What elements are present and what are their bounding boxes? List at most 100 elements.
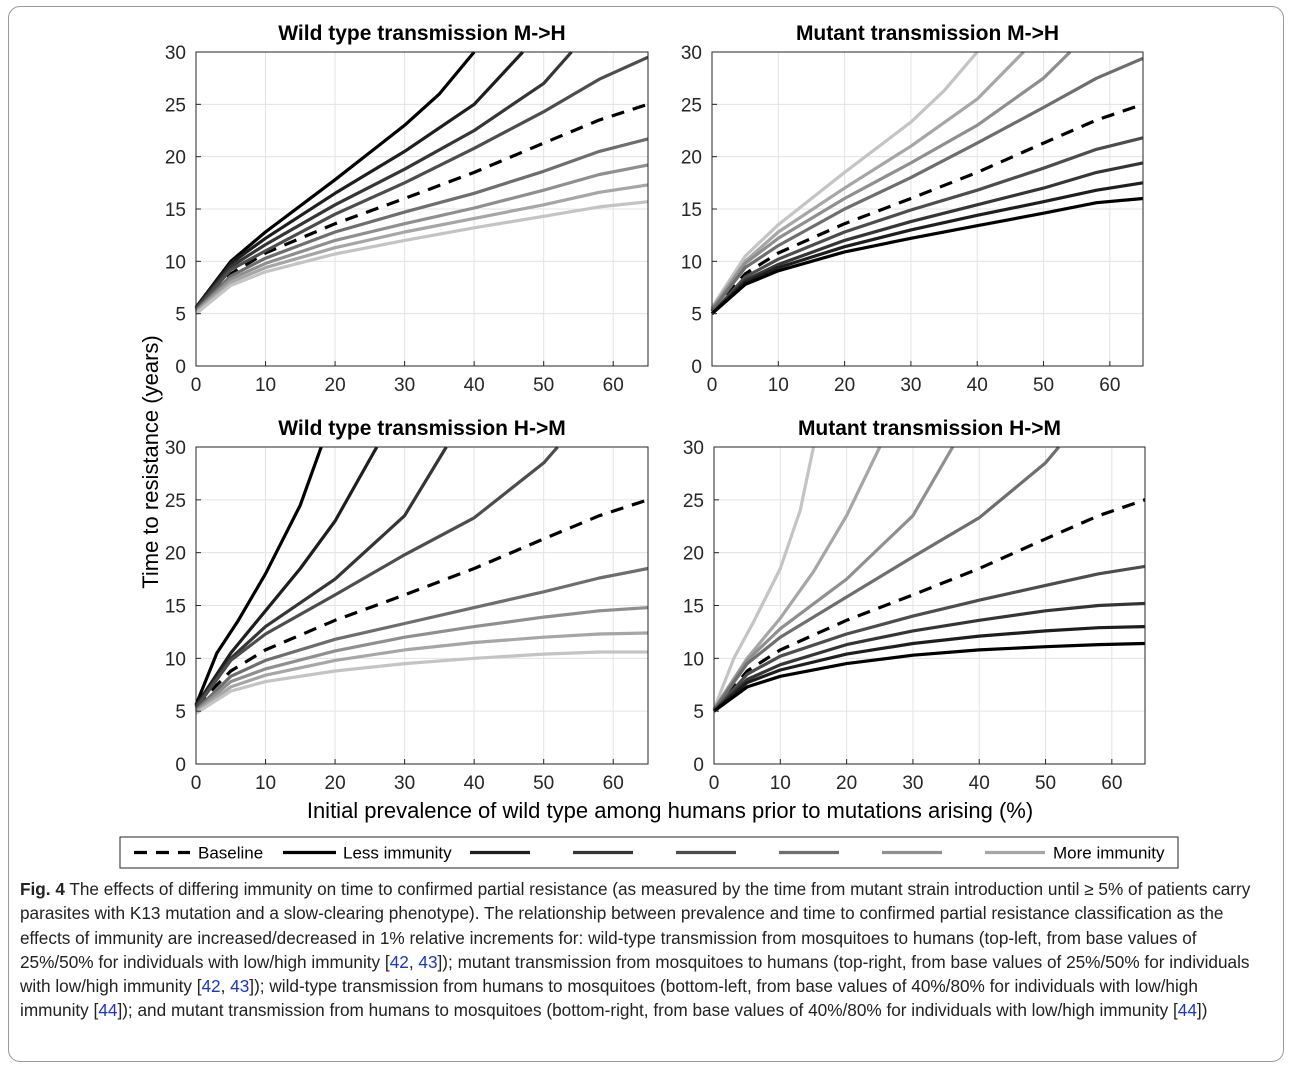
y-tick-label: 10 bbox=[683, 649, 704, 670]
x-tick-label: 40 bbox=[464, 375, 485, 396]
chart-panel-3: 0 10 20 30 40 50 60 0 5 10 15 20 25 30 Wild type trans… bbox=[165, 417, 649, 794]
series-line-2 bbox=[194, 50, 524, 309]
series-line-5 bbox=[712, 564, 1146, 713]
series-line-baseline bbox=[194, 102, 649, 310]
y-tick-label: 30 bbox=[681, 43, 702, 64]
series-line-5 bbox=[710, 136, 1144, 315]
series-line-5 bbox=[194, 137, 649, 312]
series-line-1 bbox=[194, 50, 476, 309]
y-tick-label: 20 bbox=[681, 148, 702, 169]
y-tick-label: 10 bbox=[681, 252, 702, 273]
y-tick-label: 25 bbox=[165, 95, 186, 116]
y-tick-label: 0 bbox=[693, 755, 704, 776]
x-tick-label: 30 bbox=[902, 773, 923, 794]
x-tick-label: 20 bbox=[836, 773, 857, 794]
series-line-3 bbox=[712, 446, 955, 711]
citation-link[interactable]: 42 bbox=[389, 951, 409, 972]
series-line-1 bbox=[712, 446, 816, 710]
x-tick-label: 20 bbox=[325, 773, 346, 794]
series-line-6 bbox=[710, 161, 1144, 315]
caption-text: ]); mutant transmission from mosquitoes … bbox=[20, 951, 1250, 997]
x-tick-label: 10 bbox=[768, 375, 789, 396]
series-line-8 bbox=[710, 196, 1144, 315]
x-tick-label: 60 bbox=[603, 773, 624, 794]
chart-panel-1: 0 10 20 30 40 50 60 0 5 10 15 20 25 30 Wild type trans… bbox=[165, 22, 649, 396]
y-tick-label: 15 bbox=[165, 200, 186, 221]
y-tick-label: 5 bbox=[175, 305, 186, 326]
caption-text: ]); and mutant transmission from humans … bbox=[117, 1000, 1178, 1021]
legend-label-7: More immunity bbox=[1053, 844, 1165, 863]
legend: Baseline Less immunity More immunity bbox=[119, 836, 1179, 869]
x-tick-label: 60 bbox=[603, 375, 624, 396]
series-line-6 bbox=[194, 606, 649, 713]
x-tick-label: 10 bbox=[255, 773, 276, 794]
citation-link[interactable]: 44 bbox=[1177, 1000, 1197, 1021]
y-tick-label: 20 bbox=[165, 544, 186, 565]
series-line-3 bbox=[194, 50, 573, 310]
series-line-4 bbox=[710, 56, 1144, 312]
panel-title: Wild type transmission M->H bbox=[278, 22, 565, 45]
citation-link[interactable]: 42 bbox=[201, 976, 221, 997]
x-tick-label: 0 bbox=[191, 375, 202, 396]
x-tick-label: 30 bbox=[900, 375, 921, 396]
x-tick-label: 50 bbox=[533, 773, 554, 794]
y-tick-label: 15 bbox=[681, 200, 702, 221]
shared-x-axis-label: Initial prevalence of wild type among hu… bbox=[307, 798, 1033, 823]
caption-text: ]); wild-type transmission from humans t… bbox=[20, 976, 1198, 1021]
series-line-1 bbox=[194, 446, 323, 706]
series-line-6 bbox=[194, 163, 649, 313]
x-tick-label: 0 bbox=[191, 773, 202, 794]
y-tick-label: 25 bbox=[681, 95, 702, 116]
x-tick-label: 0 bbox=[707, 375, 718, 396]
x-tick-label: 20 bbox=[325, 375, 346, 396]
y-tick-label: 5 bbox=[691, 305, 702, 326]
series-line-7 bbox=[712, 625, 1146, 713]
figure-caption: Fig. 4 The effects of differing immunity… bbox=[20, 877, 1270, 1023]
x-tick-label: 30 bbox=[394, 773, 415, 794]
figure-frame bbox=[8, 6, 1284, 1062]
series-line-baseline bbox=[194, 498, 649, 708]
x-tick-label: 30 bbox=[394, 375, 415, 396]
series-line-2 bbox=[194, 446, 379, 707]
citation-link[interactable]: 43 bbox=[418, 951, 438, 972]
x-tick-label: 40 bbox=[969, 773, 990, 794]
legend-label-1: Less immunity bbox=[343, 844, 452, 863]
x-tick-label: 50 bbox=[1035, 773, 1056, 794]
citation-link[interactable]: 44 bbox=[98, 1000, 118, 1021]
y-tick-label: 0 bbox=[175, 755, 186, 776]
caption-text: The effects of differing immunity on tim… bbox=[20, 879, 1251, 972]
x-tick-label: 50 bbox=[533, 375, 554, 396]
y-tick-label: 10 bbox=[165, 252, 186, 273]
y-tick-label: 10 bbox=[165, 649, 186, 670]
panel-title: Wild type transmission H->M bbox=[278, 417, 565, 440]
caption-text: , bbox=[220, 976, 231, 997]
chart-panel-2: 0 10 20 30 40 50 60 0 5 10 15 20 25 30 Mutant transmis… bbox=[681, 22, 1144, 396]
series-line-6 bbox=[712, 601, 1146, 713]
caption-text: ]) bbox=[1196, 1000, 1208, 1021]
series-line-7 bbox=[195, 631, 649, 714]
series-line-4 bbox=[194, 55, 649, 311]
series-line-7 bbox=[710, 181, 1144, 315]
x-tick-label: 60 bbox=[1101, 773, 1122, 794]
caption-text: , bbox=[408, 951, 419, 972]
panel-title: Mutant transmission M->H bbox=[796, 22, 1059, 45]
x-tick-label: 60 bbox=[1099, 375, 1120, 396]
y-tick-label: 0 bbox=[175, 357, 186, 378]
series-line-4 bbox=[712, 445, 1061, 712]
y-tick-label: 20 bbox=[165, 148, 186, 169]
series-line-1 bbox=[710, 50, 979, 309]
y-tick-label: 5 bbox=[175, 702, 186, 723]
legend-label-0: Baseline bbox=[198, 844, 263, 863]
y-tick-label: 20 bbox=[683, 544, 704, 565]
series-line-3 bbox=[710, 50, 1072, 311]
series-line-5 bbox=[194, 566, 649, 712]
citation-link[interactable]: 43 bbox=[230, 976, 250, 997]
caption-figure-label: Fig. 4 bbox=[20, 879, 65, 899]
y-tick-label: 0 bbox=[691, 357, 702, 378]
x-tick-label: 20 bbox=[834, 375, 855, 396]
panel-title: Mutant transmission H->M bbox=[798, 417, 1061, 440]
series-line-4 bbox=[194, 445, 559, 709]
series-line-8 bbox=[713, 641, 1146, 713]
y-tick-label: 25 bbox=[683, 491, 704, 512]
